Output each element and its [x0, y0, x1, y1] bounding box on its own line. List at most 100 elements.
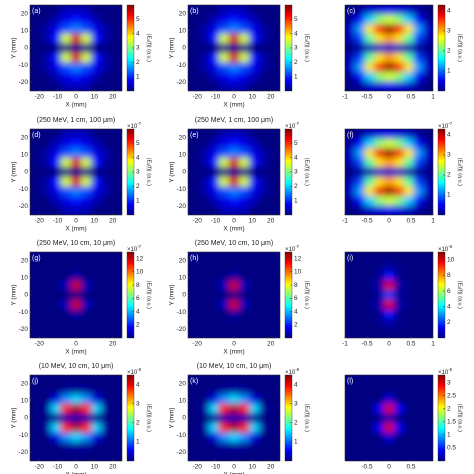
x-tick-label: -1 — [342, 218, 348, 225]
heatmap-cell — [40, 280, 51, 291]
heatmap-cell — [384, 328, 395, 338]
heatmap-cell — [188, 5, 199, 15]
heatmap-cell — [50, 43, 61, 54]
heatmap-cell — [101, 43, 113, 54]
heatmap-cell — [70, 167, 82, 178]
heatmap-cell — [91, 403, 102, 414]
heatmap-cell — [364, 205, 375, 215]
heatmap-cell — [269, 271, 280, 281]
heatmap-cell — [239, 375, 250, 385]
heatmap-cell — [101, 384, 113, 395]
heatmap-cell — [413, 451, 424, 461]
heatmap-cell — [249, 432, 260, 443]
colorbar-tick-label: 2 — [136, 183, 140, 190]
heatmap-cell — [81, 157, 92, 168]
heatmap-cell — [393, 261, 404, 272]
heatmap-cell — [101, 413, 113, 424]
x-tick-label: 0 — [387, 464, 391, 471]
heatmap-cell — [259, 394, 271, 404]
heatmap-cell — [101, 318, 113, 329]
heatmap-cell — [208, 43, 219, 54]
x-tick-label: 0 — [387, 218, 391, 225]
x-tick-label: -10 — [53, 464, 63, 471]
heatmap-cell — [60, 375, 72, 385]
heatmap-cell — [239, 176, 250, 187]
heatmap-cell — [188, 14, 199, 25]
heatmap-cell — [384, 299, 395, 310]
heatmap-cell — [228, 299, 240, 310]
heatmap-cell — [393, 290, 404, 301]
heatmap-cell — [249, 167, 260, 178]
heatmap-cells — [188, 5, 280, 91]
heatmap-cell — [30, 309, 41, 320]
heatmap-cell — [374, 81, 385, 91]
heatmap-cell — [111, 157, 122, 168]
heatmap-cell — [423, 148, 433, 158]
heatmap-cell — [30, 271, 41, 281]
heatmap-cell — [70, 5, 82, 15]
heatmap-cell — [60, 394, 72, 404]
heatmap-cell — [269, 280, 280, 291]
heatmap — [345, 375, 433, 461]
heatmap-cell — [111, 129, 122, 139]
heatmap-cell — [188, 81, 199, 91]
heatmap-cell — [423, 318, 433, 329]
heatmap-cell — [60, 148, 72, 158]
heatmap-cell — [239, 422, 250, 433]
heatmap-cell — [354, 299, 365, 310]
colorbar-tick-label: 4 — [136, 30, 140, 37]
heatmap-cell — [40, 403, 51, 414]
heatmap-cell — [384, 309, 395, 320]
heatmap-cell — [188, 441, 199, 452]
heatmap-cell — [393, 451, 404, 461]
heatmap-cell — [374, 318, 385, 329]
y-tick-label: -20 — [19, 326, 29, 333]
heatmap-cell — [101, 441, 113, 452]
heatmap-cell — [423, 24, 433, 34]
heatmap-cell — [249, 24, 260, 34]
y-axis-label: Y (mm) — [169, 407, 176, 428]
heatmap-cell — [354, 129, 365, 139]
x-tick-label: -10 — [211, 464, 221, 471]
heatmap-cell — [374, 403, 385, 414]
heatmap-cell — [345, 290, 356, 301]
heatmap-cell — [249, 43, 260, 54]
heatmap-cell — [70, 24, 82, 34]
heatmap-cell — [413, 384, 424, 395]
y-axis-label: Y (mm) — [11, 161, 18, 182]
heatmap-cell — [50, 441, 61, 452]
heatmap-cell — [228, 129, 240, 139]
heatmap-cell — [374, 422, 385, 433]
heatmap-cell — [413, 167, 424, 178]
heatmap-cell — [259, 129, 271, 139]
heatmap-cell — [40, 271, 51, 281]
x-tick-label: 0 — [232, 464, 236, 471]
y-tick-label: 0 — [24, 292, 28, 299]
heatmap-cell — [50, 186, 61, 197]
colorbar-scale-base: ×10 — [127, 124, 138, 130]
heatmap-cell — [91, 328, 102, 338]
heatmap-cell — [30, 384, 41, 395]
heatmap-cell — [60, 328, 72, 338]
x-tick-label: 10 — [91, 94, 99, 101]
heatmap-cell — [374, 33, 385, 44]
heatmap — [345, 5, 433, 91]
heatmap-cell — [40, 14, 51, 25]
heatmap-cell — [218, 384, 230, 395]
heatmap-cell — [354, 318, 365, 329]
colorbar — [437, 128, 446, 216]
heatmap-cell — [81, 318, 92, 329]
heatmap-cell — [393, 52, 404, 63]
heatmap-cell — [91, 5, 102, 15]
heatmap-cell — [249, 14, 260, 25]
heatmap-cell — [60, 33, 72, 44]
heatmap-cell — [30, 375, 41, 385]
y-tick-label: -20 — [177, 79, 187, 86]
heatmap-cell — [269, 309, 280, 320]
heatmap-cells — [30, 375, 122, 461]
heatmap-cell — [228, 318, 240, 329]
heatmap-cell — [354, 261, 365, 272]
heatmap-cell — [413, 328, 424, 338]
heatmap-cell — [364, 290, 375, 301]
heatmap-cell — [50, 280, 61, 291]
